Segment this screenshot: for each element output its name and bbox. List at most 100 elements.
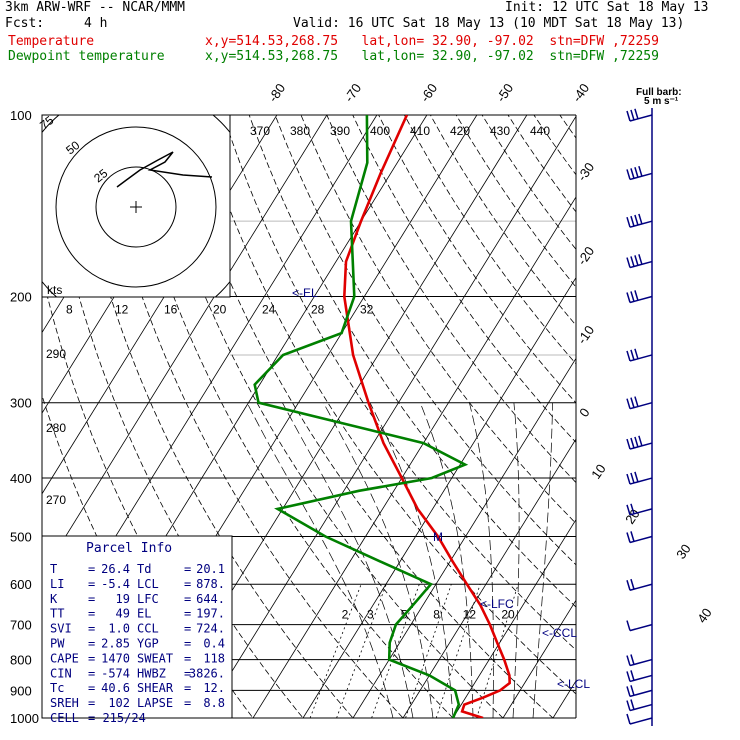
parcel-eq: = (88, 622, 95, 636)
theta-e-label: 410 (410, 124, 430, 138)
barb-flag (626, 292, 631, 303)
wind-barb (626, 654, 653, 667)
wind-barb (626, 699, 653, 712)
barb-flag (626, 350, 631, 362)
mixing-ratio-label: 12 (463, 608, 477, 622)
parcel-key: PW (50, 637, 65, 651)
dry-adiabat (378, 115, 576, 404)
parcel-key: SHEAR (137, 681, 174, 695)
dry-adiabat (171, 115, 554, 718)
parcel-key: T (50, 562, 57, 576)
isotherm-label: 10 (588, 461, 609, 481)
barb-legend-title: Full barb: (636, 87, 682, 98)
barb-flag (626, 671, 631, 682)
parcel-eq: = (88, 681, 95, 695)
parcel-eq: = (88, 577, 95, 591)
barb-flag (630, 291, 635, 302)
level-marker-lcl: <-LCL (557, 677, 590, 691)
parcel-eq: = (184, 651, 191, 665)
theta-e-label: 380 (290, 124, 310, 138)
barb-shaft (629, 717, 653, 725)
barb-flag (626, 504, 631, 516)
dewpoint-legend-info: x,y=514.53,268.75 lat,lon= 32.90, -97.02… (205, 49, 659, 64)
isotherm-label: -80 (265, 81, 288, 105)
moist-adiabat (469, 402, 494, 718)
barb-flag (626, 655, 631, 666)
parcel-value: 2.85 (101, 637, 130, 651)
barb-flag (638, 435, 643, 447)
isotherm (42, 115, 328, 576)
parcel-value: 1.0 (108, 622, 130, 636)
dry-adiabat (222, 115, 576, 651)
barb-flag (626, 700, 631, 711)
barb-flag (626, 398, 631, 409)
moist-adiabat (246, 402, 394, 718)
barb-flag (634, 436, 639, 448)
isotherm (302, 276, 576, 718)
level-markers: <-EL <-LFC <-CCL <-LCL M (292, 286, 590, 691)
wind-barb (626, 435, 653, 450)
mixing-ratio-line (476, 584, 519, 718)
wind-barb (626, 396, 653, 410)
wetbulb-label: 12 (115, 303, 129, 317)
theta-e-label: 430 (490, 124, 510, 138)
pressure-tick-label: 400 (10, 471, 32, 486)
barb-flag (634, 255, 639, 266)
mixing-ratio-label: 3 (367, 608, 374, 622)
parcel-value: 0.4 (203, 637, 225, 651)
parcel-eq: = (88, 607, 95, 621)
isotherm-label: 30 (673, 541, 694, 561)
dry-adiabat (481, 115, 576, 250)
moist-adiabat (369, 402, 454, 718)
temperature-trace (342, 115, 512, 718)
parcel-value: 644. (196, 592, 225, 606)
parcel-key: K (50, 592, 58, 606)
dry-adiabat (67, 115, 354, 718)
wetbulb-label: 32 (360, 303, 374, 317)
theta-e-label: 400 (370, 124, 390, 138)
parcel-value: 1470 (101, 651, 130, 665)
barb-flag (634, 396, 639, 407)
barb-flag (630, 685, 635, 696)
barb-flag (630, 503, 635, 515)
parcel-key: Td (137, 562, 151, 576)
barb-flag (630, 349, 635, 361)
parcel-key: SREH (50, 696, 79, 710)
isotherm-label: -20 (574, 244, 597, 268)
wetbulb-label: 16 (164, 303, 178, 317)
barb-flag (630, 168, 635, 179)
forecast-label: Fcst: (5, 16, 45, 31)
parcel-value: 26.4 (101, 562, 130, 576)
wind-barb (626, 348, 653, 362)
hodograph-ring (55, 126, 217, 288)
hodograph-trace (116, 151, 213, 188)
parcel-info-box: Parcel Info T = 26.4 Td = 20.1 LI = -5.4 LCL = 878. K… (41, 535, 233, 725)
parcel-eq: = (184, 637, 191, 651)
wetbulb-label: 24 (262, 303, 276, 317)
temperature-legend-name: Temperature (8, 34, 95, 49)
barb-shaft (629, 623, 653, 632)
parcel-key: YGP (137, 637, 159, 651)
parcel-eq: = (184, 622, 191, 636)
level-marker-ccl: <-CCL (542, 626, 577, 640)
parcel-value: 20.1 (196, 562, 225, 576)
parcel-key: SVI (50, 622, 72, 636)
mixing-ratio-line (405, 584, 452, 718)
parcel-eq: = (88, 696, 95, 710)
isotherm-label: -70 (341, 81, 364, 105)
barb-flag (626, 473, 631, 485)
barb-flag (630, 256, 635, 267)
barb-flag (634, 290, 639, 301)
parcel-eq: = (184, 681, 191, 695)
mixing-ratio-line (371, 584, 420, 718)
parcel-value: 12. (203, 681, 225, 695)
theta-e-label: 390 (330, 124, 350, 138)
mixing-ratio-label: 2 (342, 608, 349, 622)
barb-flag (630, 578, 635, 590)
isotherm-label: -60 (417, 81, 440, 105)
isotherm (252, 196, 576, 718)
temperature-legend-info: x,y=514.53,268.75 lat,lon= 32.90, -97.02… (205, 34, 659, 49)
dry-adiabat (326, 115, 576, 484)
parcel-eq: = (184, 696, 191, 710)
theta-e-label: 280 (46, 421, 66, 435)
